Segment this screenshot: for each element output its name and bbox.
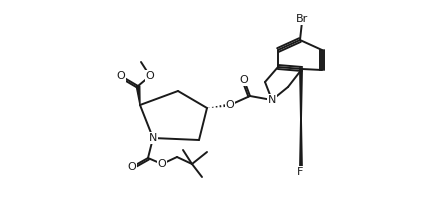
Text: O: O bbox=[158, 159, 166, 169]
Text: N: N bbox=[149, 133, 157, 143]
Text: O: O bbox=[226, 100, 234, 110]
Text: N: N bbox=[268, 95, 276, 105]
Text: F: F bbox=[297, 167, 303, 177]
Text: O: O bbox=[240, 75, 248, 85]
Text: O: O bbox=[117, 71, 125, 81]
Text: O: O bbox=[145, 71, 154, 81]
Text: Br: Br bbox=[296, 14, 308, 24]
Text: O: O bbox=[127, 162, 136, 172]
Polygon shape bbox=[136, 86, 140, 105]
